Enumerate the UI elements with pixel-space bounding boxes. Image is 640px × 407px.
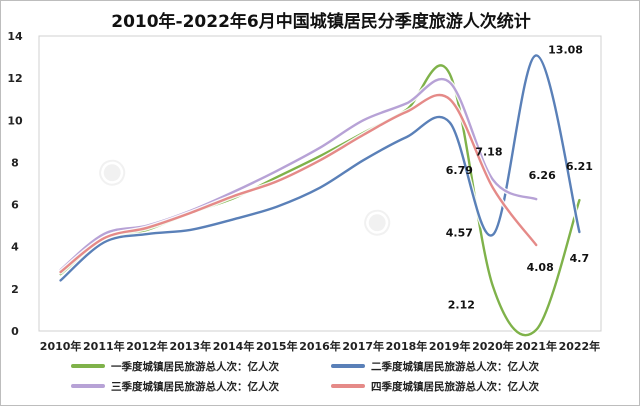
- y-tick-label: 6: [11, 199, 19, 212]
- x-tick-label: 2021年: [515, 339, 557, 353]
- data-label: 6.26: [529, 169, 556, 182]
- chart-title: 2010年-2022年6月中国城镇居民分季度旅游人次统计: [111, 12, 531, 32]
- data-label: 4.08: [527, 261, 554, 274]
- x-tick-label: 2013年: [169, 339, 211, 353]
- legend-item: 四季度城镇居民旅游总人次：亿人次: [331, 378, 591, 394]
- y-tick-label: 14: [7, 30, 23, 43]
- plot-area: [38, 35, 602, 332]
- legend-item: 三季度城镇居民旅游总人次：亿人次: [71, 378, 331, 394]
- y-tick-label: 4: [11, 241, 19, 254]
- legend-label: 三季度城镇居民旅游总人次：亿人次: [111, 380, 279, 393]
- x-tick-label: 2022年: [559, 339, 601, 353]
- x-tick-label: 2011年: [83, 339, 125, 353]
- legend-label: 一季度城镇居民旅游总人次：亿人次: [111, 360, 279, 373]
- data-label: 6.79: [446, 164, 473, 177]
- y-tick-label: 10: [7, 114, 23, 127]
- series-line-halo: [58, 52, 582, 283]
- x-tick-label: 2020年: [472, 339, 514, 353]
- data-label: 7.18: [475, 146, 502, 159]
- data-label: 2.12: [448, 298, 475, 311]
- series-line-4: [59, 93, 538, 274]
- x-tick-label: 2018年: [386, 339, 428, 353]
- series-line-2: [59, 54, 581, 282]
- chart-legend: 一季度城镇居民旅游总人次：亿人次 二季度城镇居民旅游总人次：亿人次三季度城镇居民旅…: [71, 358, 591, 394]
- y-tick-label: 2: [11, 283, 19, 296]
- x-tick-label: 2016年: [299, 339, 341, 353]
- y-tick-label: 0: [11, 325, 19, 338]
- data-label: 6.21: [566, 160, 593, 173]
- x-tick-label: 2019年: [429, 339, 471, 353]
- data-label: 4.57: [446, 227, 473, 240]
- legend-label: 四季度城镇居民旅游总人次：亿人次: [371, 380, 539, 393]
- x-tick-label: 2015年: [256, 339, 298, 353]
- data-label: 4.7: [570, 252, 590, 265]
- y-tick-label: 12: [7, 72, 22, 85]
- data-label: 13.08: [548, 43, 583, 56]
- legend-swatch: [331, 384, 365, 388]
- legend-swatch: [71, 364, 105, 368]
- x-tick-label: 2017年: [342, 339, 384, 353]
- x-tick-label: 2014年: [213, 339, 255, 353]
- x-tick-label: 2010年: [40, 339, 82, 353]
- legend-swatch: [71, 384, 105, 388]
- x-tick-label: 2012年: [126, 339, 168, 353]
- legend-swatch: [331, 364, 365, 368]
- legend-item: 二季度城镇居民旅游总人次：亿人次: [331, 358, 591, 374]
- legend-item: 一季度城镇居民旅游总人次：亿人次: [71, 358, 331, 374]
- legend-label: 二季度城镇居民旅游总人次：亿人次: [371, 360, 539, 373]
- y-tick-label: 8: [11, 156, 19, 169]
